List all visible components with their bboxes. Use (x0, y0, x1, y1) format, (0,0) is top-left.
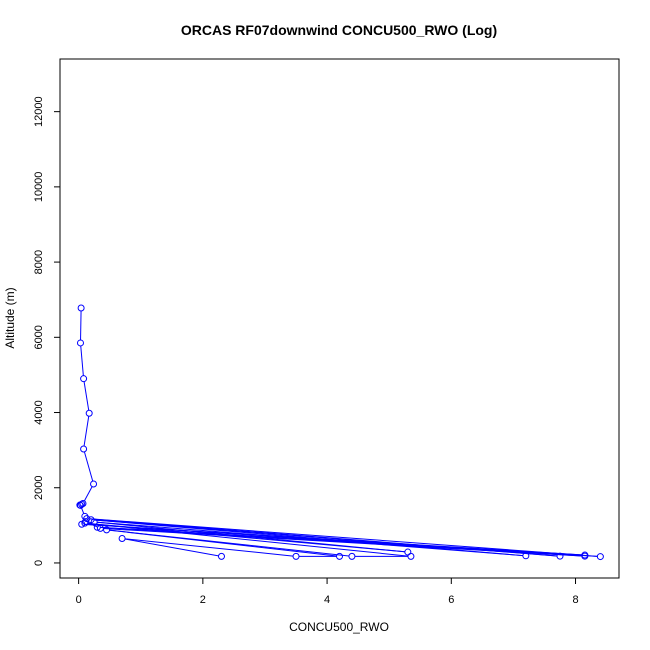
chart-title: ORCAS RF07downwind CONCU500_RWO (Log) (181, 22, 497, 38)
series-line-segment (87, 522, 405, 553)
data-point (522, 552, 530, 560)
data-point (77, 304, 85, 312)
data-point (96, 524, 104, 532)
y-tick-label: 8000 (33, 250, 45, 274)
x-tick-label: 2 (200, 594, 206, 606)
data-point (90, 480, 98, 488)
x-axis: 0 2 4 6 8 (76, 577, 579, 606)
data-point (85, 409, 93, 417)
data-point (76, 339, 84, 347)
series-line-segment (81, 508, 85, 514)
x-tick-label: 0 (76, 594, 82, 606)
series-line-segment (83, 381, 90, 411)
series-line-segment (83, 486, 93, 502)
y-tick-label: 10000 (33, 172, 45, 203)
data-point (78, 520, 86, 528)
data-point (81, 512, 89, 520)
series-line-segment (125, 538, 294, 557)
series-line-segment (124, 538, 219, 557)
series-line-segment (97, 521, 523, 557)
data-point (103, 526, 111, 534)
data-point (581, 551, 589, 559)
y-tick-label: 0 (33, 560, 45, 566)
x-tick-label: 4 (324, 594, 330, 606)
data-point (118, 535, 126, 543)
y-tick-label: 12000 (33, 96, 45, 127)
y-tick-label: 6000 (33, 325, 45, 349)
data-point (90, 518, 98, 526)
data-point (336, 552, 343, 560)
data-point (76, 501, 84, 509)
x-axis-label: CONCU500_RWO (289, 620, 389, 634)
data-point (556, 552, 564, 560)
y-axis: 0 2000 4000 6000 8000 10000 12000 (33, 96, 61, 566)
data-point (596, 553, 604, 561)
data-point (80, 445, 88, 453)
series-line-segment (83, 416, 90, 447)
x-tick-label: 6 (448, 594, 454, 606)
data-point (292, 552, 300, 560)
data-point (407, 552, 415, 560)
series-layer (76, 304, 604, 561)
series-line-segment (80, 310, 82, 340)
data-point (81, 519, 89, 527)
x-tick-label: 8 (572, 594, 578, 606)
y-axis-label: Altitude (m) (3, 287, 17, 348)
data-point (83, 515, 91, 523)
data-point (348, 552, 356, 560)
series-line-segment (83, 451, 94, 482)
series-line-segment (109, 529, 337, 557)
data-point (217, 552, 225, 560)
data-point (80, 375, 88, 383)
y-tick-label: 4000 (33, 400, 45, 424)
series-line-segment (80, 345, 84, 376)
y-tick-label: 2000 (33, 475, 45, 499)
series-line-segment (87, 522, 408, 557)
data-point (93, 523, 101, 531)
